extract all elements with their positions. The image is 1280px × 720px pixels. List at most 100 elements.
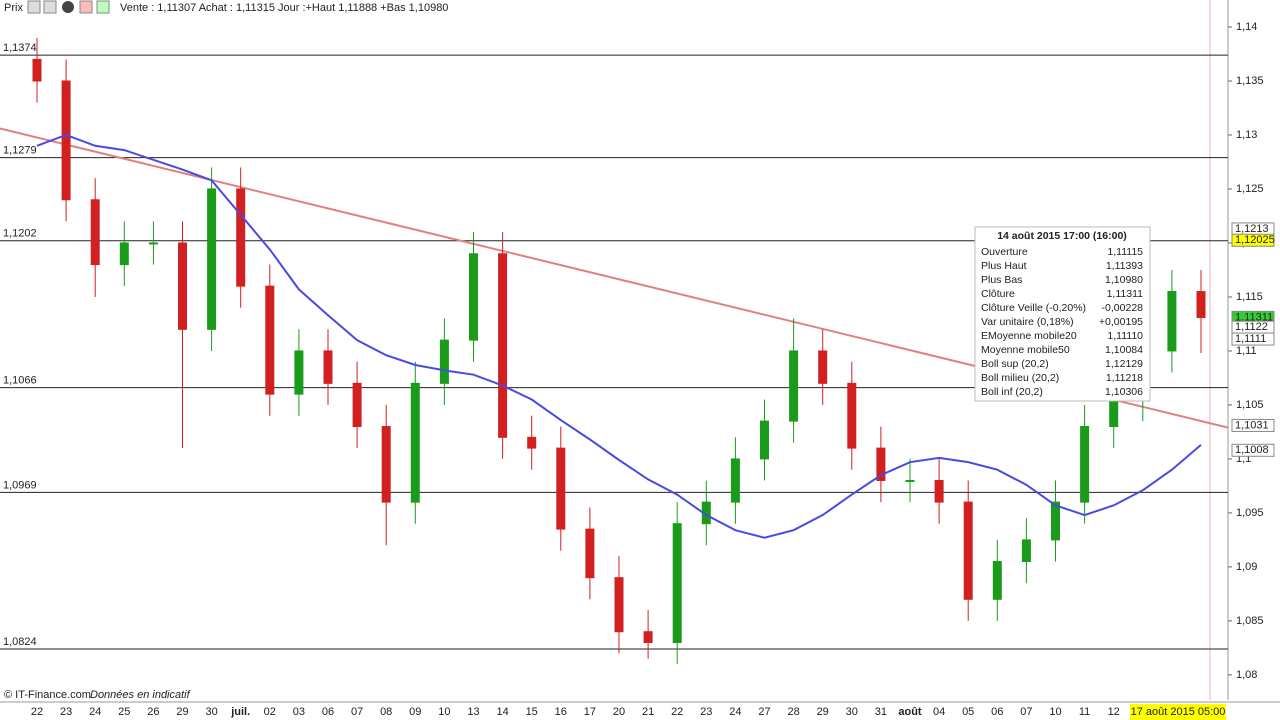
note: Données en indicatif (90, 689, 191, 701)
y-tick-label: 1,09 (1236, 561, 1257, 573)
x-tick-label: 30 (205, 706, 217, 718)
x-tick-label: 06 (991, 706, 1003, 718)
tooltip-value: 1,10306 (1105, 386, 1143, 398)
tooltip-value: 1,12129 (1105, 358, 1143, 370)
candle-body (876, 447, 886, 482)
last-date: 17 août 2015 05:00 (1131, 706, 1226, 718)
price-tag-label: 1,1122 (1235, 321, 1268, 333)
x-tick-label: 23 (700, 706, 712, 718)
candle-body (934, 480, 944, 503)
x-tick-label: 31 (875, 706, 887, 718)
source: © IT-Finance.com (4, 689, 91, 701)
moving-average-line (36, 133, 1202, 539)
x-tick-label: 24 (89, 706, 101, 718)
tooltip-label: Plus Haut (981, 260, 1027, 272)
x-tick-label: 29 (817, 706, 829, 718)
tooltip-label: Boll sup (20,2) (981, 358, 1049, 370)
x-tick-label: 21 (642, 706, 654, 718)
tool-button[interactable] (79, 0, 93, 14)
tooltip-value: -0,00228 (1102, 302, 1144, 314)
tool-button[interactable] (96, 0, 110, 14)
tooltip-label: Boll milieu (20,2) (981, 372, 1059, 384)
tooltip-box (974, 226, 1151, 402)
level-label: 1,1374 (3, 42, 37, 54)
x-tick-label: 07 (351, 706, 363, 718)
x-tick-label: 02 (264, 706, 276, 718)
level-label: 1,0969 (3, 479, 37, 491)
last-date-box (1130, 704, 1226, 720)
candle-body (90, 199, 100, 266)
candle-body (119, 242, 129, 266)
x-tick-label: 12 (1108, 706, 1120, 718)
tool-button[interactable] (43, 0, 57, 14)
x-tick-label: 04 (933, 706, 945, 718)
quote: Vente : 1,11307 Achat : 1,11315 Jour :+H… (120, 2, 448, 14)
candle-body (614, 577, 624, 633)
level-label: 1,1066 (3, 375, 37, 387)
x-tick-label: 24 (729, 706, 741, 718)
level-label: 1,0824 (3, 636, 37, 648)
x-tick-label: 26 (147, 706, 159, 718)
candle-body (556, 447, 566, 530)
toolbar-label: Prix (4, 2, 23, 14)
x-tick-label: 09 (409, 706, 421, 718)
x-tick-label: 05 (962, 706, 974, 718)
y-tick-label: 1,14 (1236, 21, 1257, 33)
tooltip-value: 1,11393 (1106, 260, 1143, 272)
candle-body (236, 188, 246, 287)
price-tag-label: 1,11311 (1235, 311, 1273, 323)
candle-body (1167, 291, 1177, 352)
y-tick-label: 1,105 (1236, 399, 1264, 411)
candle-body (905, 480, 915, 483)
candle-body (1109, 399, 1119, 428)
tool-button[interactable] (27, 0, 41, 14)
level-label: 1,1202 (3, 228, 37, 240)
candle-body (32, 58, 42, 82)
x-tick-label: 06 (322, 706, 334, 718)
tooltip-label: Var unitaire (0,18%) (981, 316, 1074, 328)
candle-body (789, 350, 799, 422)
candle-body (439, 339, 449, 384)
candle-body (847, 382, 857, 449)
tooltip-value: 1,10980 (1105, 274, 1143, 286)
tooltip-value: 1,11110 (1107, 330, 1143, 342)
x-tick-label: 07 (1020, 706, 1032, 718)
candle-body (498, 253, 508, 438)
candle-body (381, 426, 391, 503)
tooltip: 14 août 2015 17:00 (16:00) Ouverture 1,111… (974, 226, 1151, 402)
candle-body (410, 382, 420, 503)
tooltip-value: 1,10084 (1105, 344, 1143, 356)
tooltip-value: 1,11115 (1107, 246, 1143, 258)
candle-body (730, 458, 740, 503)
candle-body (963, 501, 973, 600)
y-tick-label: 1,115 (1236, 291, 1263, 303)
candle-body (323, 350, 333, 384)
close-button[interactable] (62, 1, 74, 13)
x-tick-label: 30 (846, 706, 858, 718)
x-tick-label: 22 (671, 706, 683, 718)
x-tick-label: août (898, 706, 922, 718)
level-label: 1,1279 (3, 145, 37, 157)
x-tick-label: 23 (60, 706, 72, 718)
x-tick-label: 16 (555, 706, 567, 718)
tooltip-label: Clôture Veille (-0,20%) (981, 302, 1086, 314)
x-tick-label: 29 (176, 706, 188, 718)
tooltip-label: Plus Bas (981, 274, 1022, 286)
y-tick-label: 1,085 (1236, 615, 1264, 627)
candle-body (178, 242, 187, 330)
tooltip-label: Boll inf (20,2) (981, 386, 1043, 398)
x-tick-label: 27 (758, 706, 770, 718)
candle-body (265, 285, 275, 395)
y-tick-label: 1,135 (1236, 75, 1264, 87)
x-tick-label: 03 (293, 706, 305, 718)
candle-body (148, 242, 158, 245)
x-tick-label: 28 (787, 706, 799, 718)
candle-body (1021, 539, 1031, 563)
candle-body (61, 80, 71, 201)
price-tag (1231, 443, 1275, 457)
x-tick-label: 13 (467, 706, 479, 718)
y-tick-label: 1,11 (1236, 345, 1257, 357)
x-tick-label: 11 (1079, 706, 1090, 718)
x-tick-label: 15 (526, 706, 538, 718)
